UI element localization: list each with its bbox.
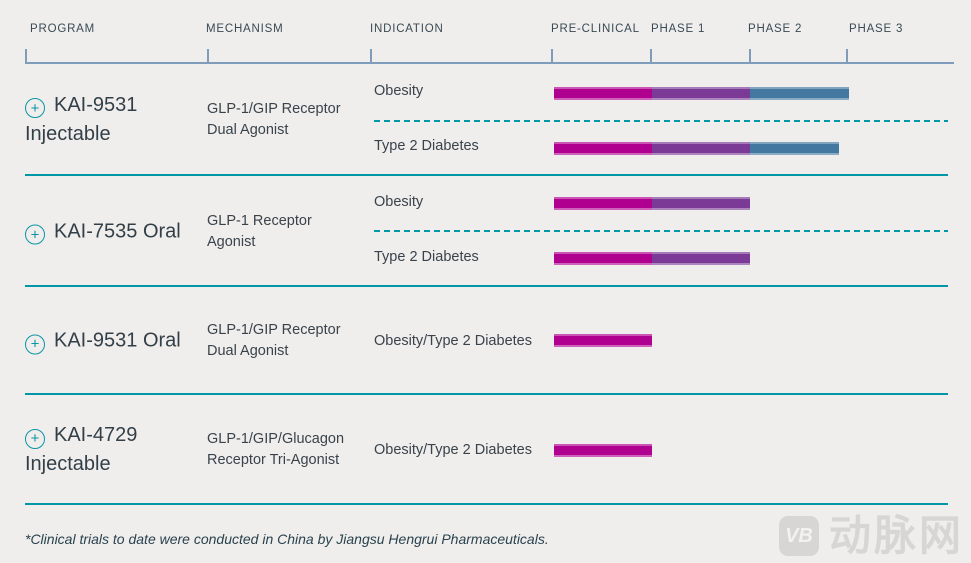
phase-progress-bar — [554, 444, 652, 457]
mechanism-cell: GLP-1 Receptor Agonist — [207, 212, 312, 250]
phase-progress-bar — [554, 197, 750, 210]
mechanism-cell: GLP-1/GIP/Glucagon Receptor Tri-Agonist — [207, 431, 345, 468]
row-separator — [25, 503, 948, 505]
expand-plus-icon[interactable]: + — [25, 224, 45, 245]
phase-segment-pre-clinical — [554, 334, 652, 347]
vb-watermark: VB 动脉网 — [778, 512, 964, 559]
row-separator — [25, 285, 948, 287]
pipeline-row-kai-4729-injectable: + KAI-4729 Injectable GLP-1/GIP/Glucagon … — [0, 395, 971, 505]
program-name: KAI-7535 Oral — [54, 220, 181, 242]
phase-progress-bar — [554, 87, 849, 100]
indication-label: Obesity — [374, 194, 424, 210]
vb-logo-icon: VB — [778, 516, 819, 556]
column-header-program: PROGRAM — [30, 23, 96, 35]
column-header-phase2: PHASE 2 — [748, 23, 803, 35]
phase-progress-bar — [554, 252, 750, 265]
indication-divider-dashed — [374, 230, 948, 232]
pipeline-row-kai-9531-oral: + KAI-9531 Oral GLP-1/GIP Receptor Dual A… — [0, 287, 971, 395]
expand-plus-icon[interactable]: + — [25, 98, 45, 118]
indication-label: Type 2 Diabetes — [374, 138, 479, 154]
phase-segment-phase-2 — [750, 87, 849, 100]
column-header-phase1: PHASE 1 — [651, 23, 706, 35]
phase-segment-phase-1 — [652, 87, 750, 100]
phase-axis-rule — [25, 49, 954, 64]
axis-tick — [749, 49, 751, 62]
phase-progress-bar — [554, 142, 839, 155]
program-name-cell: + KAI-9531 Injectable — [25, 91, 195, 149]
watermark-brand-text: 动脉网 — [828, 512, 964, 559]
expand-plus-icon[interactable]: + — [25, 334, 45, 354]
indication-label: Obesity — [374, 83, 424, 99]
column-header-phase3: PHASE 3 — [849, 23, 904, 35]
phase-segment-phase-2 — [750, 142, 839, 155]
indication-label: Obesity/Type 2 Diabetes — [374, 442, 532, 458]
phase-segment-pre-clinical — [554, 252, 652, 265]
phase-segment-phase-1 — [652, 142, 750, 155]
program-name-cell: + KAI-9531 Oral — [25, 327, 195, 356]
mechanism-cell: GLP-1/GIP Receptor Dual Agonist — [207, 100, 341, 138]
phase-segment-phase-1 — [652, 197, 750, 210]
program-name: KAI-4729 Injectable — [25, 424, 138, 475]
program-name: KAI-9531 Injectable — [25, 93, 138, 145]
row-separator — [25, 393, 948, 395]
phase-segment-pre-clinical — [554, 142, 652, 155]
program-name: KAI-9531 Oral — [54, 329, 181, 352]
indication-label: Type 2 Diabetes — [374, 249, 479, 265]
phase-segment-pre-clinical — [554, 444, 652, 457]
axis-tick — [25, 49, 27, 62]
pipeline-row-kai-9531-injectable: + KAI-9531 Injectable GLP-1/GIP Receptor … — [0, 63, 971, 176]
indication-label: Obesity/Type 2 Diabetes — [374, 333, 532, 349]
phase-segment-pre-clinical — [554, 197, 652, 210]
phase-segment-pre-clinical — [554, 87, 652, 100]
column-header-indication: INDICATION — [370, 23, 444, 35]
axis-tick — [650, 49, 652, 62]
column-header-preclinical: PRE-CLINICAL — [551, 23, 640, 35]
axis-tick — [370, 49, 372, 62]
program-name-cell: + KAI-7535 Oral — [25, 217, 195, 246]
row-separator — [25, 174, 948, 176]
axis-tick — [846, 49, 848, 62]
mechanism-cell: GLP-1/GIP Receptor Dual Agonist — [207, 322, 341, 359]
axis-tick — [551, 49, 553, 62]
indication-divider-dashed — [374, 120, 948, 122]
column-header-mechanism: MECHANISM — [206, 23, 284, 35]
phase-segment-phase-1 — [652, 252, 750, 265]
expand-plus-icon[interactable]: + — [25, 428, 45, 449]
phase-progress-bar — [554, 334, 652, 347]
clinical-trials-footnote: *Clinical trials to date were conducted … — [25, 531, 549, 547]
axis-tick — [207, 49, 209, 62]
program-name-cell: + KAI-4729 Injectable — [25, 421, 195, 479]
pipeline-row-kai-7535-oral: + KAI-7535 Oral GLP-1 Receptor Agonist Ob… — [0, 176, 971, 287]
